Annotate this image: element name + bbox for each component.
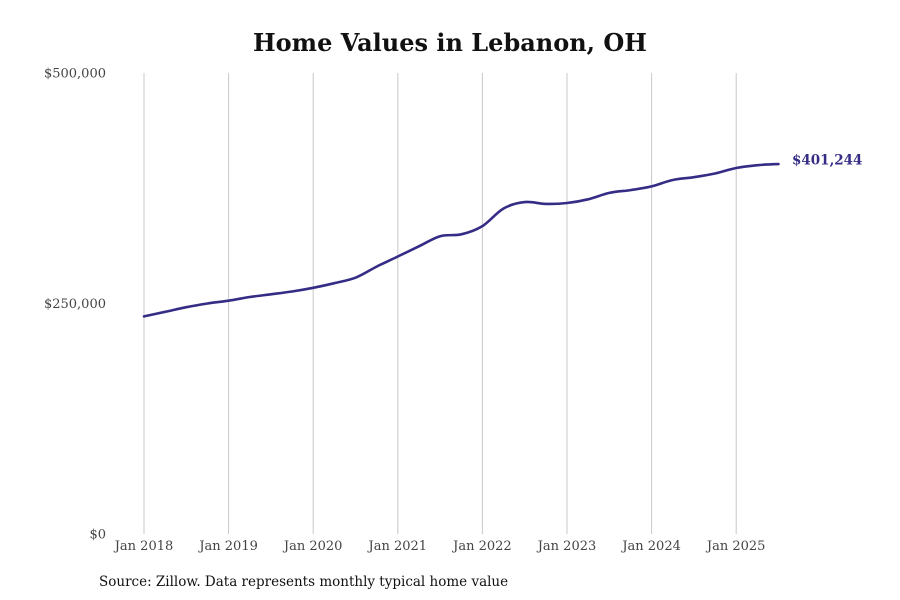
x-tick-label: Jan 2019 xyxy=(197,539,258,554)
source-note: Source: Zillow. Data represents monthly … xyxy=(99,574,509,590)
y-axis-tick-labels: $0 $250,000 $500,000 xyxy=(44,67,106,543)
x-axis-tick-labels: Jan 2018 Jan 2019 Jan 2020 Jan 2021 Jan 2022… xyxy=(113,539,766,554)
chart-title: Home Values in Lebanon, OH xyxy=(253,28,647,57)
x-tick-label: Jan 2024 xyxy=(620,539,681,554)
annotations: $401,244 xyxy=(792,153,862,169)
series-layer xyxy=(142,162,780,318)
end-value-label: $401,244 xyxy=(792,153,862,169)
y-tick-label: $0 xyxy=(89,528,106,543)
x-tick-label: Jan 2020 xyxy=(282,539,343,554)
grid-lines xyxy=(143,73,737,534)
x-tick-label: Jan 2018 xyxy=(113,539,174,554)
line-chart: $0$250,000$500,000 Jan 2018 Jan 2019 Jan 2… xyxy=(44,67,862,555)
home-value-line xyxy=(142,162,780,318)
y-tick-label: $250,000 xyxy=(44,297,106,312)
y-tick-label: $500,000 xyxy=(44,67,106,82)
x-tick-label: Jan 2022 xyxy=(451,539,512,554)
x-tick-label: Jan 2021 xyxy=(367,539,428,554)
x-tick-label: Jan 2025 xyxy=(705,539,766,554)
x-tick-label: Jan 2023 xyxy=(536,539,597,554)
